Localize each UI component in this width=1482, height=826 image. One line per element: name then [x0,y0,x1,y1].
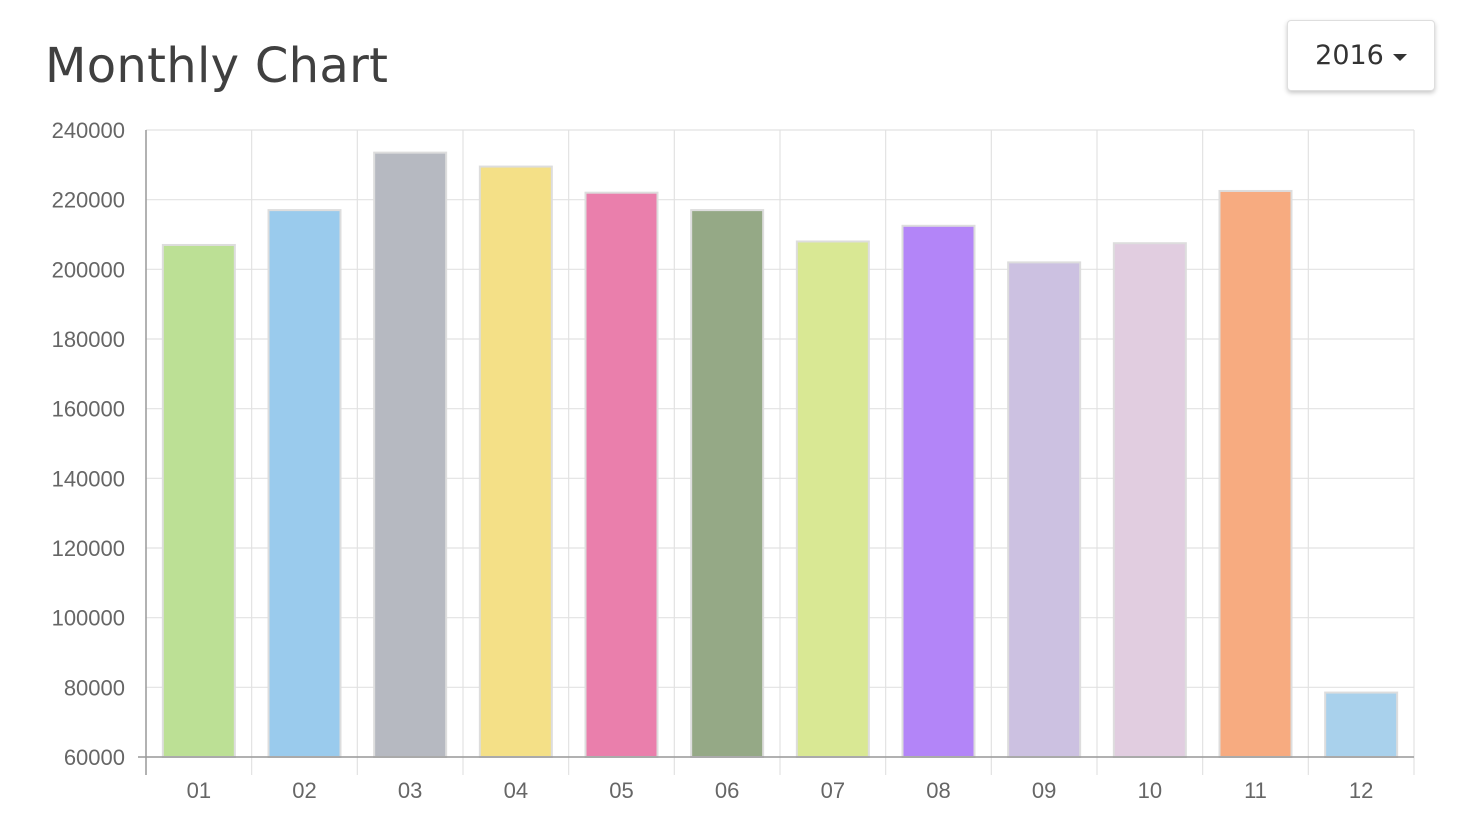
bar-07 [795,240,870,758]
bar-04 [478,165,553,758]
x-tick-label: 04 [504,778,528,803]
x-tick-label: 06 [715,778,739,803]
bar-02 [267,209,342,759]
year-dropdown[interactable]: 2016 [1287,20,1435,91]
x-tick-label: 02 [292,778,316,803]
x-tick-label: 11 [1244,778,1267,803]
x-tick-label: 09 [1032,778,1056,803]
bar-12 [1324,691,1399,759]
bar-03 [373,151,448,758]
y-tick-label: 100000 [52,606,125,631]
x-tick-label: 08 [926,778,950,803]
bar-06 [690,209,765,759]
bar-11 [1218,189,1293,759]
y-tick-label: 160000 [52,397,125,422]
y-tick-label: 120000 [52,536,125,561]
y-tick-label: 140000 [52,466,125,491]
caret-down-icon [1392,53,1407,61]
x-tick-label: 07 [821,778,845,803]
x-tick-label: 03 [398,778,422,803]
bar-10 [1112,242,1187,759]
y-tick-label: 240000 [52,118,125,143]
bar-09 [1007,261,1082,758]
y-tick-label: 200000 [52,257,125,282]
x-tick-label: 10 [1138,778,1162,803]
x-tick-label: 12 [1349,778,1373,803]
bar-05 [584,191,659,758]
bar-08 [901,224,976,758]
x-tick-label: 05 [609,778,633,803]
x-tick-label: 01 [187,778,211,803]
y-tick-label: 80000 [64,675,125,700]
bar-01 [161,243,236,758]
y-tick-label: 220000 [52,188,125,213]
year-dropdown-value: 2016 [1315,40,1384,71]
y-tick-label: 60000 [64,745,125,770]
page-title: Monthly Chart [45,38,389,94]
y-tick-label: 180000 [52,327,125,352]
